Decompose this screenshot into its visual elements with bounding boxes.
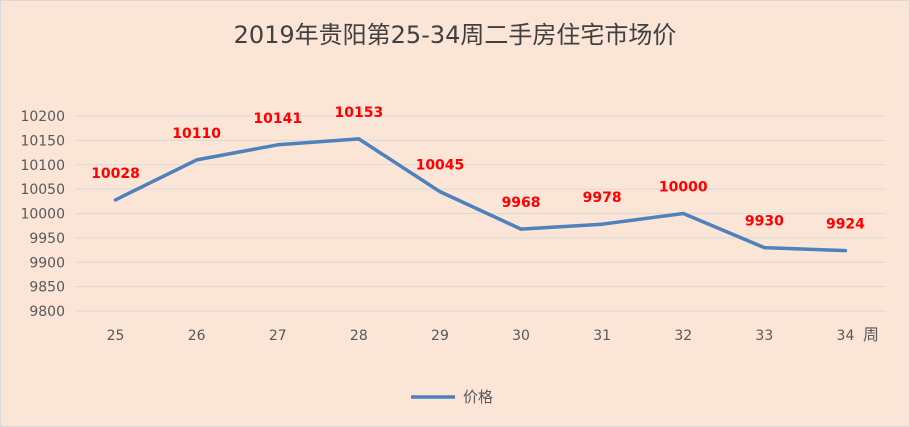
data-point — [681, 212, 685, 215]
y-tick-label: 10050 — [20, 182, 65, 198]
data-point — [600, 222, 604, 226]
data-point — [195, 158, 199, 162]
y-tick-label: 10100 — [20, 158, 65, 174]
legend-label: 价格 — [463, 388, 493, 406]
data-point — [762, 246, 766, 250]
chart-title: 2019年贵阳第25-34周二手房住宅市场价 — [233, 21, 677, 49]
data-label: 10153 — [334, 105, 383, 121]
x-tick-label: 33 — [755, 328, 773, 344]
data-point — [357, 137, 361, 141]
y-tick-label: 9800 — [29, 304, 65, 320]
data-label: 9924 — [826, 217, 865, 233]
x-tick-label: 28 — [350, 328, 368, 344]
y-tick-label: 10200 — [20, 109, 65, 125]
series-line — [113, 137, 848, 253]
data-label: 9968 — [502, 195, 541, 211]
data-label: 10045 — [416, 158, 465, 174]
x-tick-label: 30 — [512, 328, 530, 344]
x-axis-label: 周 — [863, 325, 879, 344]
data-label: 9978 — [583, 190, 622, 206]
x-tick-label: 34 — [837, 328, 855, 344]
data-point — [276, 143, 280, 147]
y-tick-label: 9850 — [29, 280, 65, 296]
data-label: 10000 — [659, 180, 708, 196]
data-point — [519, 227, 523, 231]
y-tick-label: 10000 — [20, 207, 65, 223]
data-label: 9930 — [745, 214, 784, 230]
x-tick-label: 32 — [674, 328, 692, 344]
y-tick-label: 10150 — [20, 133, 65, 149]
x-tick-label: 29 — [431, 328, 449, 344]
x-tick-label: 27 — [269, 328, 287, 344]
data-label: 10141 — [253, 111, 302, 127]
data-label: 10028 — [91, 166, 140, 182]
x-tick-label: 25 — [107, 328, 125, 344]
data-point — [843, 249, 847, 253]
x-tick-label: 31 — [593, 328, 611, 344]
y-tick-label: 9900 — [29, 255, 65, 271]
x-tick-label: 26 — [188, 328, 206, 344]
data-point — [114, 198, 118, 202]
data-point — [438, 190, 442, 194]
legend: 价格 — [411, 388, 493, 406]
y-tick-label: 9950 — [29, 231, 65, 247]
data-label: 10110 — [172, 126, 221, 142]
